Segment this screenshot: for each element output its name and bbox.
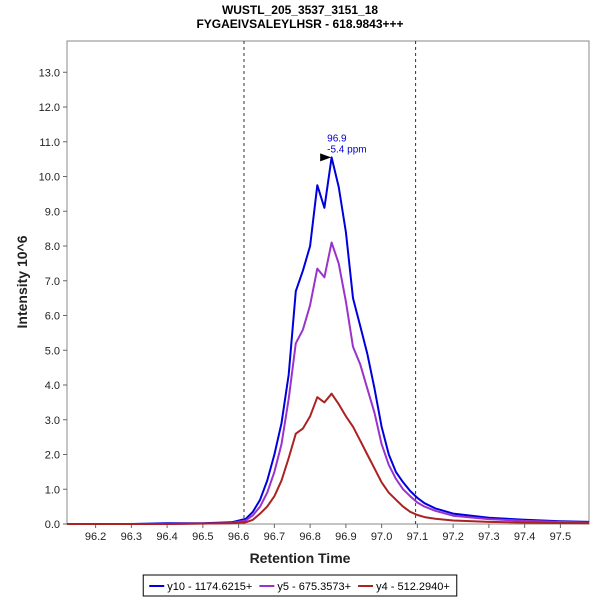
series-lines [67,156,590,525]
plot-area [66,40,590,525]
y-tick-label: 4.0 [45,380,60,392]
x-tick-label: 96.3 [121,531,142,543]
peak-marker [320,153,332,162]
x-tick-label: 96.6 [228,531,249,543]
y-tick-label: 6.0 [45,311,60,323]
x-tick-label: 97.4 [514,531,535,543]
legend-entry-2: y4 - 512.2940+ [376,581,450,593]
x-axis-title: Retention Time [250,550,351,566]
y-tick-label: 8.0 [45,241,60,253]
x-tick-label: 96.8 [299,531,320,543]
y-tick-label: 13.0 [39,67,60,79]
series-line-2 [67,392,590,525]
y-tick-label: 1.0 [45,484,60,496]
y-tick-label: 0.0 [45,519,60,531]
y-axis-title: Intensity 10^6 [14,235,30,328]
legend: y10 - 1174.6215+ y5 - 675.3573+ y4 - 512.2… [142,574,458,597]
peak-rt-label: 96.9 [327,133,347,144]
integration-bounds [243,41,417,524]
legend-box [142,574,458,597]
x-tick-label: 97.0 [371,531,392,543]
x-tick-label: 96.7 [264,531,285,543]
x-axis: 96.2 96.3 96.4 96.5 96.6 96.7 96.8 96.9 97.0 97.1… [85,524,571,543]
x-tick-label: 96.5 [192,531,213,543]
y-tick-label: 12.0 [39,102,60,114]
legend-entry-0: y10 - 1174.6215+ [167,581,252,593]
y-tick-label: 7.0 [45,276,60,288]
x-tick-label: 96.2 [85,531,106,543]
x-tick-label: 97.3 [478,531,499,543]
peak-ppm-label: -5.4 ppm [327,144,366,155]
y-tick-label: 3.0 [45,415,60,427]
x-tick-label: 97.2 [442,531,463,543]
chart-subtitle: FYGAEIVSALEYLHSR - 618.9843+++ [196,17,403,31]
x-tick-label: 97.1 [407,531,428,543]
y-tick-label: 11.0 [39,137,60,149]
chart-title: WUSTL_205_3537_3151_18 [222,3,378,17]
y-tick-label: 2.0 [45,450,60,462]
x-tick-label: 96.9 [335,531,356,543]
y-axis: 0.0 1.0 2.0 3.0 4.0 5.0 6.0 7.0 8.0 9.0 10.0 11.0 12… [39,67,67,531]
y-tick-label: 9.0 [45,206,60,218]
x-tick-label: 96.4 [156,531,177,543]
series-line-1 [67,241,590,525]
peak-annotation: 96.9 -5.4 ppm [320,133,367,162]
legend-entry-1: y5 - 675.3573+ [277,581,351,593]
y-tick-label: 10.0 [39,172,60,184]
y-tick-label: 5.0 [45,345,60,357]
series-line-0 [67,156,590,525]
x-tick-label: 97.5 [550,531,571,543]
